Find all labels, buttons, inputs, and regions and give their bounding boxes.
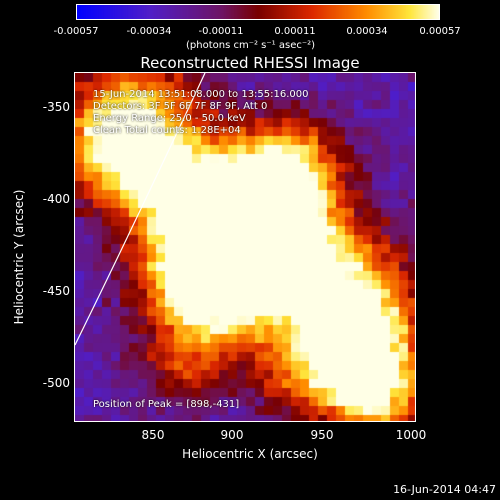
x-tick-label: 900 [220, 428, 244, 442]
y-tick-label: -400 [42, 192, 70, 206]
colorbar-tick: -0.00057 [53, 26, 99, 37]
colorbar-tick: 0.00057 [419, 26, 461, 37]
y-tick-label: -350 [42, 100, 70, 114]
detectors-info: Detectors: 3F 5F 6F 7F 8F 9F, Att 0 [93, 101, 268, 112]
rhessi-image [75, 73, 415, 421]
energy-range: Energy Range: 25.0 - 50.0 keV [93, 113, 246, 124]
plot-area: 15-Jun-2014 13:51:08.000 to 13:55:16.000… [74, 72, 416, 422]
colorbar-units: (photons cm⁻² s⁻¹ asec⁻²) [186, 40, 316, 51]
x-tick-label: 950 [310, 428, 334, 442]
y-tick-label: -500 [42, 376, 70, 390]
x-axis-label: Heliocentric X (arcsec) [182, 447, 318, 461]
peak-position: Position of Peak = [898,-431] [93, 399, 240, 410]
colorbar-tick: 0.00034 [346, 26, 388, 37]
colorbar-tick: 0.00011 [274, 26, 316, 37]
x-tick-label: 850 [141, 428, 165, 442]
colorbar [76, 4, 440, 20]
generation-timestamp: 16-Jun-2014 04:47 [393, 483, 496, 496]
time-range: 15-Jun-2014 13:51:08.000 to 13:55:16.000 [93, 89, 309, 100]
plot-title: Reconstructed RHESSI Image [140, 54, 360, 72]
algorithm-info: Clean Total counts: 1.28E+04 [93, 125, 241, 136]
solar-limb-line [75, 73, 206, 346]
y-tick-label: -450 [42, 284, 70, 298]
colorbar-tick: -0.00034 [126, 26, 172, 37]
y-axis-label: Heliocentric Y (arcsec) [12, 189, 26, 325]
colorbar-tick: -0.00011 [198, 26, 244, 37]
x-tick-label: 1000 [395, 428, 427, 442]
